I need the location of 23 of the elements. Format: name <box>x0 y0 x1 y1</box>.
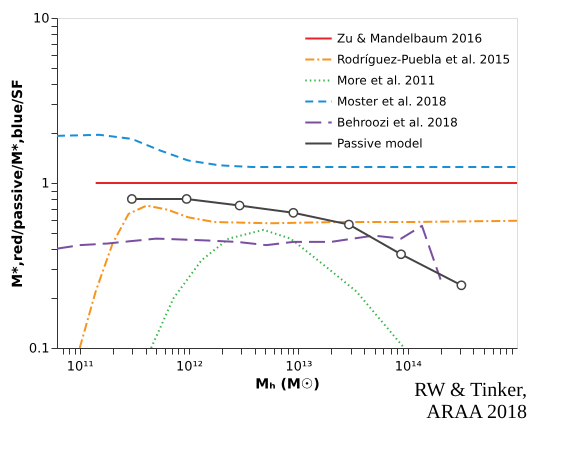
legend-label: More et al. 2011 <box>337 74 436 88</box>
x-tick-label: 10¹³ <box>285 360 312 374</box>
point <box>288 208 298 218</box>
legend-label: Zu & Mandelbaum 2016 <box>337 32 482 46</box>
legend-label: Moster et al. 2018 <box>337 94 447 108</box>
x-axis-title: Mₕ (M☉) <box>255 376 320 392</box>
legend-label: Behroozi et al. 2018 <box>337 116 458 130</box>
x-tick-label: 10¹² <box>176 360 204 374</box>
y-tick-label: 10 <box>32 12 50 26</box>
point <box>396 249 406 260</box>
y-tick-label: 0.1 <box>28 342 50 356</box>
legend-label: Rodríguez-Puebla et al. 2015 <box>337 52 510 66</box>
point <box>234 200 245 210</box>
text: ARAA 2018 <box>426 401 527 423</box>
point <box>344 220 354 230</box>
legend-label: Passive model <box>337 136 423 150</box>
point <box>182 194 192 204</box>
x-tick-label: 10¹¹ <box>66 360 94 374</box>
y-axis-title: M*,red/passive/M*,blue/SF <box>10 79 26 288</box>
x-tick-label: 10¹⁴ <box>394 360 422 374</box>
text: RW & Tinker, <box>414 379 527 401</box>
point <box>126 194 137 204</box>
y-tick-label: 1 <box>41 176 50 192</box>
